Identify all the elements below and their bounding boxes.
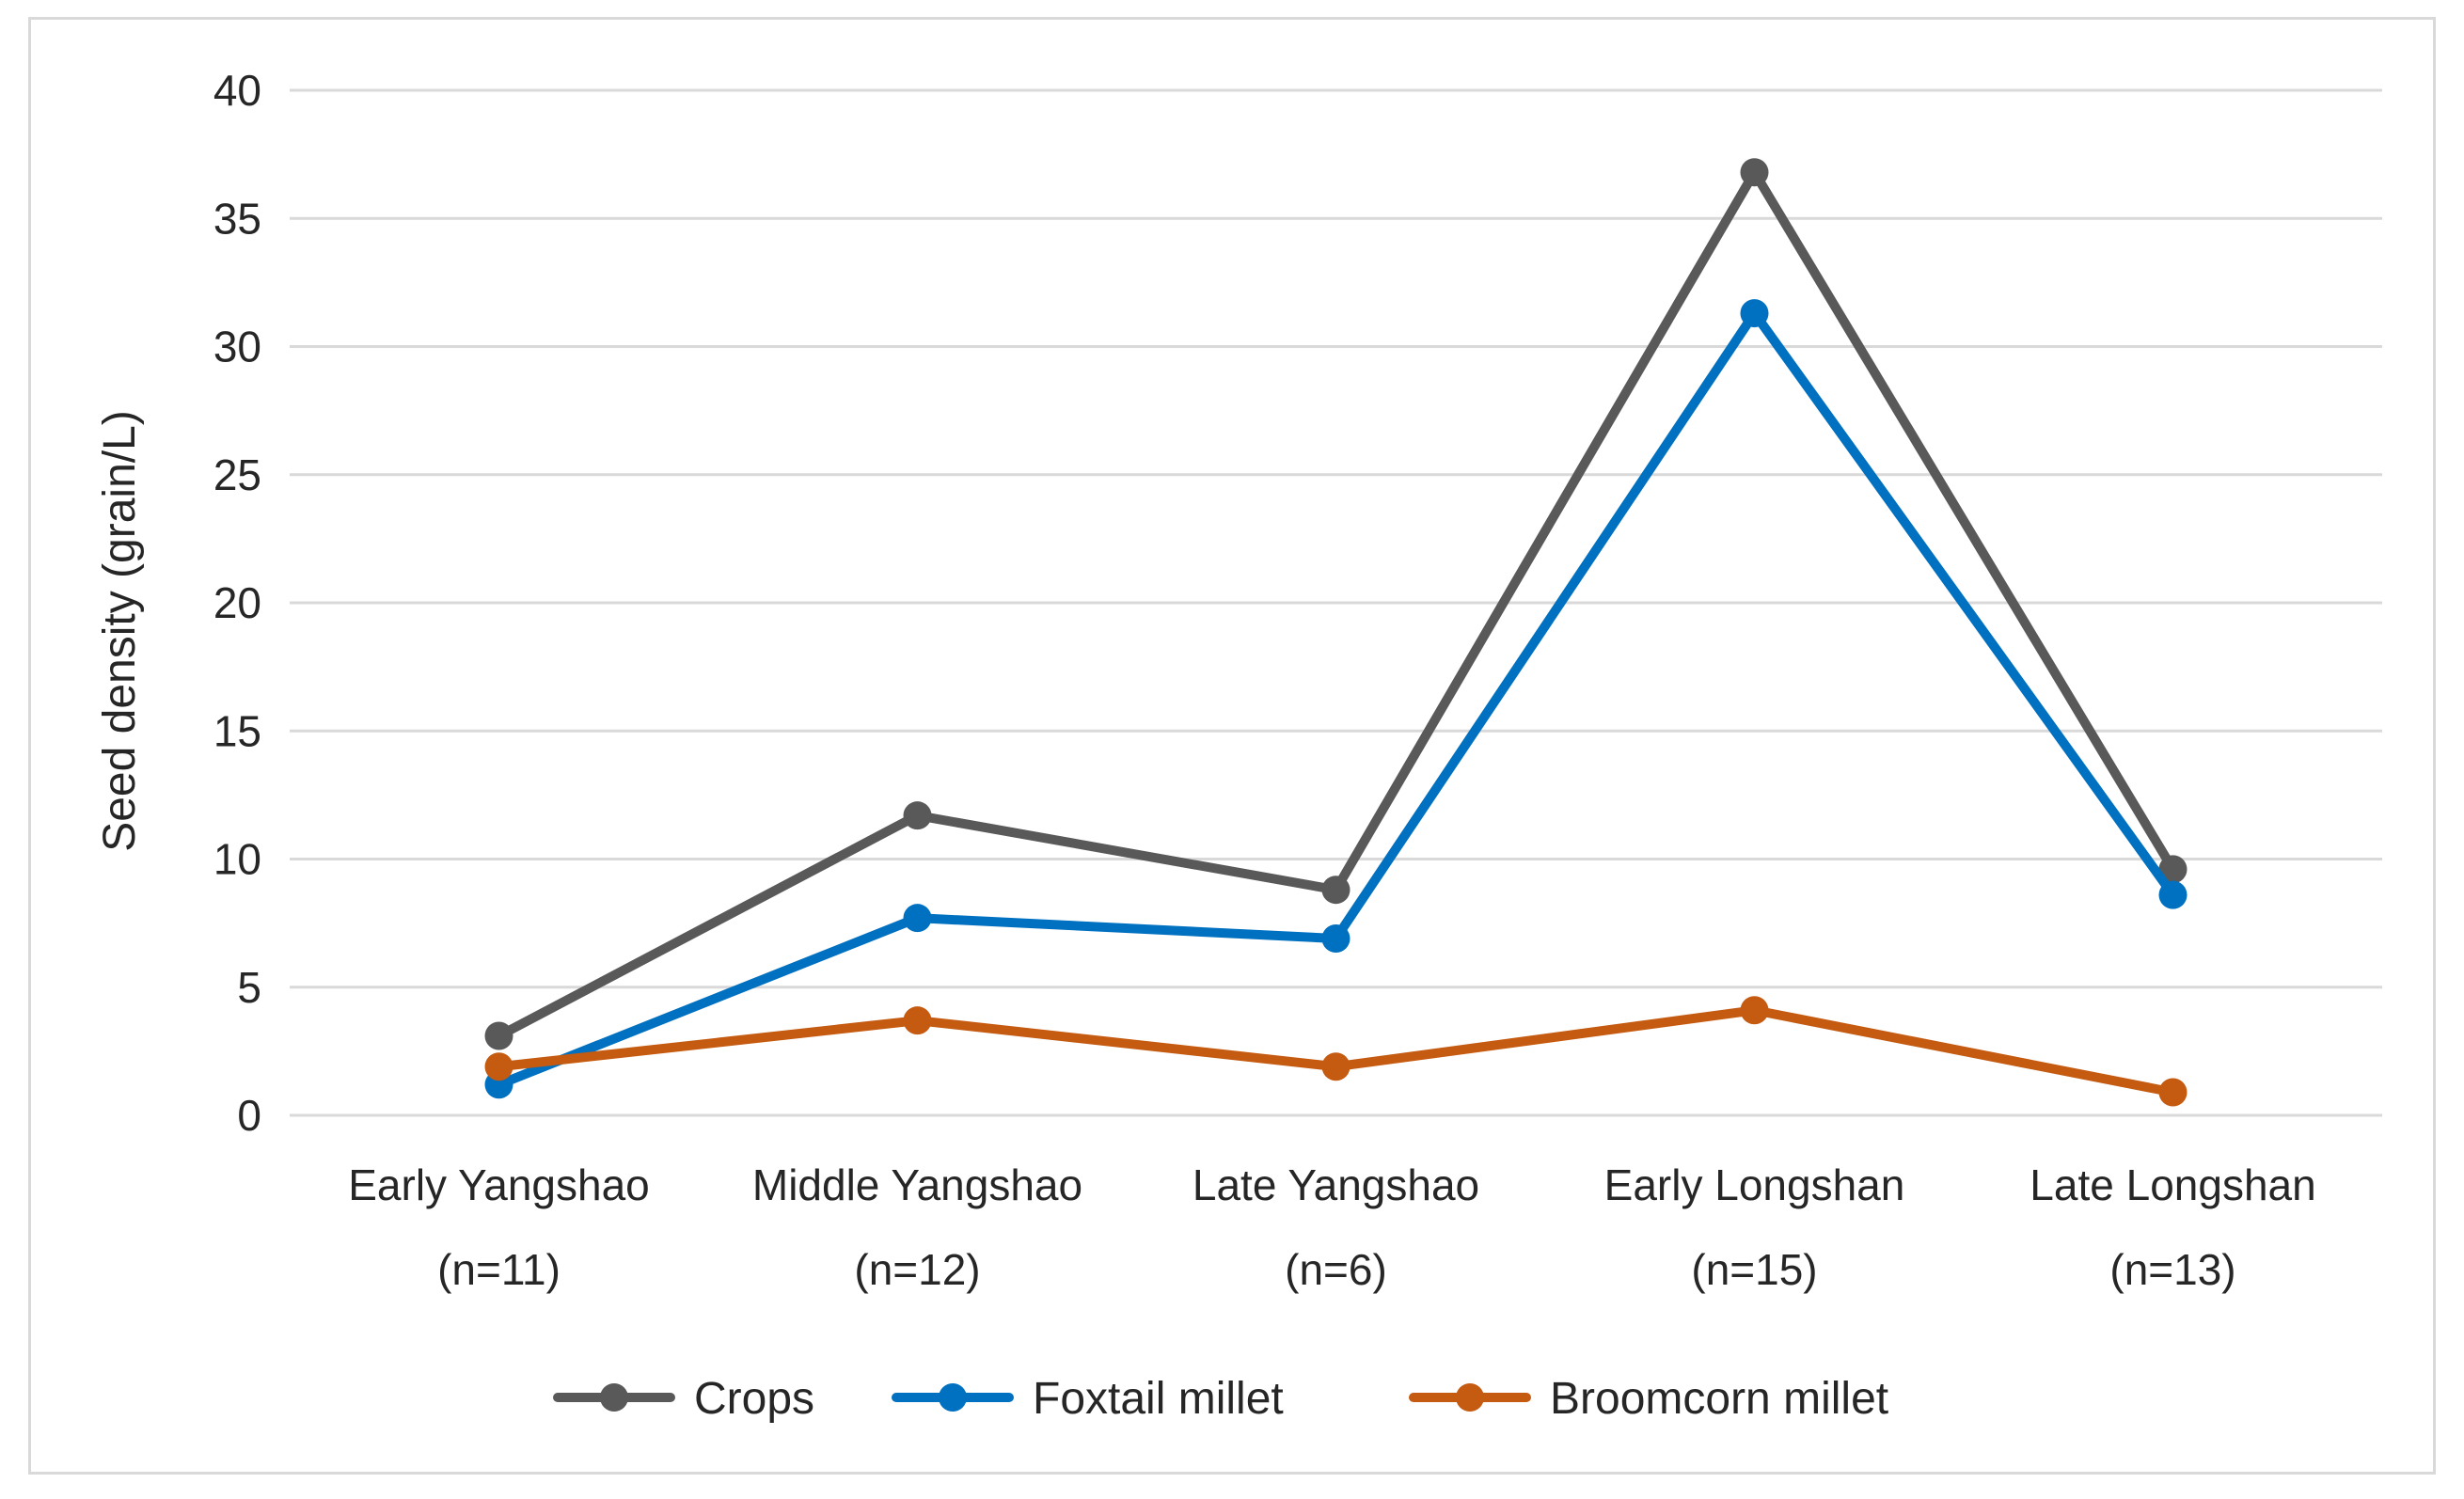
- series-broomcorn-millet: [484, 996, 2188, 1107]
- legend-item: Crops: [553, 1374, 814, 1424]
- data-point: [1740, 299, 1769, 328]
- legend-swatch-marker: [939, 1383, 967, 1412]
- y-tick-label: 5: [237, 963, 261, 1012]
- x-tick-label: Early Yangshao: [348, 1160, 650, 1209]
- x-axis-ticks: Early Yangshao (n=11) Middle Yangshao (n=12…: [348, 1160, 2315, 1294]
- y-tick-label: 20: [213, 578, 261, 627]
- series-line: [494, 308, 2178, 1090]
- y-tick-label: 0: [237, 1091, 261, 1140]
- data-point: [903, 1006, 932, 1035]
- legend-label: Foxtail millet: [1033, 1374, 1284, 1424]
- data-point: [1321, 876, 1350, 905]
- data-point: [2158, 880, 2188, 909]
- y-axis-title: Seed density (grain/L): [95, 410, 145, 852]
- x-tick-label: Early Longshan: [1604, 1160, 1905, 1209]
- y-tick-label: 15: [213, 706, 261, 755]
- legend-swatch-marker: [1456, 1383, 1484, 1412]
- legend-swatch-marker: [600, 1383, 628, 1412]
- legend-label: Broomcorn millet: [1550, 1374, 1888, 1424]
- data-point: [1321, 923, 1350, 953]
- series: [484, 158, 2188, 1107]
- data-point: [903, 904, 932, 933]
- x-tick-sublabel: (n=11): [437, 1245, 561, 1294]
- data-point: [1321, 1052, 1350, 1081]
- series-crops: [484, 158, 2188, 1050]
- y-tick-label: 40: [213, 66, 261, 115]
- legend-item: Broomcorn millet: [1409, 1374, 1888, 1424]
- x-tick-label: Late Yangshao: [1193, 1160, 1479, 1209]
- data-point: [1740, 996, 1769, 1025]
- line-chart: 0 5 10 15 20 25 30 35 40 Early Yangshao (n=11) Mid…: [95, 66, 2382, 1424]
- y-tick-label: 30: [213, 323, 261, 371]
- y-tick-label: 10: [213, 835, 261, 884]
- data-point: [2158, 1078, 2188, 1107]
- x-tick-sublabel: (n=12): [854, 1245, 980, 1294]
- gridlines: [290, 88, 2382, 1117]
- x-tick-sublabel: (n=15): [1691, 1245, 1817, 1294]
- legend-item: Foxtail millet: [892, 1374, 1284, 1424]
- data-point: [2158, 855, 2188, 884]
- x-tick-sublabel: (n=13): [2109, 1245, 2235, 1294]
- legend: Crops Foxtail millet Broomcorn millet: [553, 1374, 1888, 1424]
- x-tick-label: Late Longshan: [2030, 1160, 2315, 1209]
- x-tick-sublabel: (n=6): [1285, 1245, 1387, 1294]
- data-point: [484, 1052, 513, 1081]
- series-foxtail-millet: [484, 299, 2188, 1099]
- data-point: [484, 1021, 513, 1050]
- legend-label: Crops: [694, 1374, 814, 1424]
- y-tick-label: 35: [213, 194, 261, 243]
- data-point: [1740, 158, 1769, 187]
- x-tick-label: Middle Yangshao: [752, 1160, 1082, 1209]
- data-point: [903, 801, 932, 830]
- chart-frame: 0 5 10 15 20 25 30 35 40 Early Yangshao (n=11) Mid…: [28, 17, 2436, 1475]
- y-tick-label: 25: [213, 450, 261, 499]
- y-axis-ticks: 0 5 10 15 20 25 30 35 40: [213, 66, 261, 1140]
